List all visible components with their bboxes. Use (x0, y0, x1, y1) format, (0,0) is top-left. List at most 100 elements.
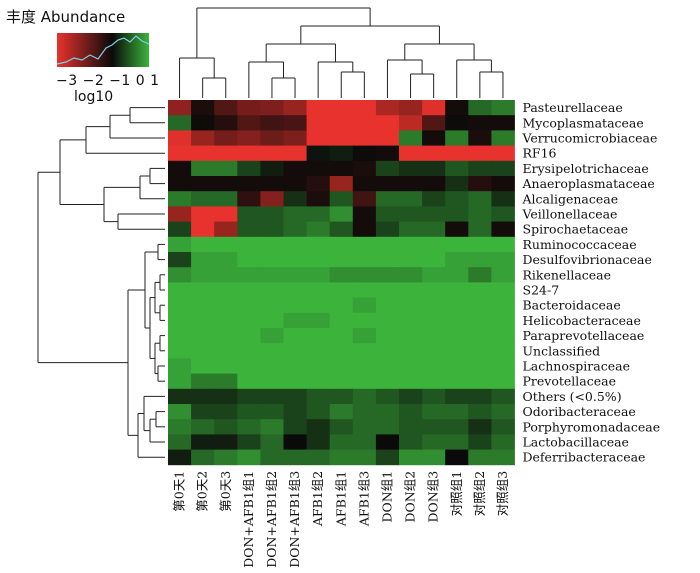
heatmap-cell (191, 343, 215, 359)
heatmap-cell (283, 252, 307, 268)
heatmap-cell (214, 160, 238, 177)
row-label: S24-7 (523, 283, 560, 298)
heatmap-cell (329, 115, 354, 131)
heatmap-cell (445, 419, 469, 435)
heatmap-cell (399, 358, 423, 374)
heatmap-cell (352, 236, 377, 253)
heatmap-cell (329, 267, 354, 283)
heatmap-cell (283, 115, 307, 131)
heatmap-cell (237, 328, 261, 344)
row-label: Desulfovibrionaceae (523, 252, 652, 267)
heatmap-cell (260, 449, 284, 466)
heatmap-cell (375, 252, 400, 268)
heatmap-cell (306, 434, 331, 450)
heatmap-cell (260, 419, 284, 435)
heatmap-cell (191, 176, 215, 192)
heatmap-cell (468, 373, 492, 390)
heatmap-cell (422, 267, 446, 283)
heatmap-cell (491, 282, 515, 298)
heatmap-cell (375, 434, 400, 450)
heatmap-cell (237, 252, 261, 268)
heatmap-cell (352, 419, 377, 435)
heatmap-cell (445, 388, 469, 405)
heatmap-cell (306, 358, 331, 374)
heatmap-cell (445, 176, 469, 192)
heatmap-cell (168, 206, 192, 222)
heatmap-cell (491, 388, 515, 405)
heatmap-cell (352, 145, 377, 162)
heatmap-cell (283, 404, 307, 420)
heatmap-cell (214, 130, 238, 146)
heatmap-cell (491, 221, 515, 238)
heatmap-cell (237, 221, 261, 238)
heatmap-cell (283, 221, 307, 238)
heatmap-cell (191, 434, 215, 450)
heatmap-cell (491, 328, 515, 344)
heatmap-cell (422, 343, 446, 359)
heatmap-cell (352, 206, 377, 222)
heatmap-cell (468, 449, 492, 466)
heatmap-cell (214, 145, 238, 162)
heatmap-cell (329, 236, 354, 253)
heatmap-cell (422, 328, 446, 344)
heatmap-cell (375, 328, 400, 344)
column-label: DON组2 (403, 471, 418, 523)
heatmap-cell (352, 404, 377, 420)
heatmap-cell (468, 358, 492, 374)
heatmap-cell (329, 176, 354, 192)
heatmap-cell (260, 236, 284, 253)
heatmap-cell (445, 221, 469, 238)
heatmap-cell (260, 130, 284, 146)
heatmap-cell (352, 388, 377, 405)
heatmap-cell (468, 115, 492, 131)
heatmap-cell (214, 434, 238, 450)
heatmap-cell (352, 328, 377, 344)
heatmap-cell (260, 282, 284, 298)
heatmap-cell (283, 312, 307, 329)
heatmap-cell (283, 328, 307, 344)
heatmap-cell (468, 388, 492, 405)
heatmap-cell (283, 176, 307, 192)
heatmap-cell (399, 115, 423, 131)
column-label: 第0天2 (195, 471, 210, 512)
row-label: Ruminococcaceae (523, 237, 637, 252)
heatmap-cell (214, 373, 238, 390)
row-labels: PasteurellaceaeMycoplasmataceaeVerrucomi… (522, 100, 661, 465)
heatmap-cell (306, 130, 331, 146)
heatmap-cell (260, 176, 284, 192)
heatmap-cell (283, 297, 307, 314)
heatmap-cell (375, 236, 400, 253)
heatmap-cell (399, 206, 423, 222)
heatmap-cell (191, 373, 215, 390)
heatmap-cell (329, 434, 354, 450)
heatmap-cell (214, 221, 238, 238)
heatmap-cell (422, 160, 446, 177)
heatmap-cell (491, 191, 515, 207)
heatmap-cell (491, 160, 515, 177)
heatmap-cell (260, 297, 284, 314)
heatmap-cell (468, 343, 492, 359)
heatmap-cell (260, 145, 284, 162)
heatmap-cell (237, 419, 261, 435)
heatmap-cell (399, 449, 423, 466)
heatmap-cell (422, 404, 446, 420)
heatmap-cell (399, 176, 423, 192)
heatmap-cell (306, 404, 331, 420)
heatmap-cell (352, 343, 377, 359)
heatmap-cell (283, 282, 307, 298)
heatmap-cell (283, 449, 307, 466)
heatmap-cell (191, 130, 215, 146)
heatmap-cell (237, 449, 261, 466)
heatmap-cell (260, 115, 284, 131)
heatmap-cell (191, 160, 215, 177)
heatmap-cell (214, 419, 238, 435)
heatmap-cell (445, 100, 469, 116)
heatmap-cell (260, 252, 284, 268)
heatmap-cell (306, 160, 331, 177)
heatmap-cell (260, 373, 284, 390)
heatmap-cell (214, 115, 238, 131)
heatmap-cell (445, 358, 469, 374)
heatmap-cell (260, 388, 284, 405)
heatmap-cell (422, 130, 446, 146)
heatmap-cell (491, 115, 515, 131)
